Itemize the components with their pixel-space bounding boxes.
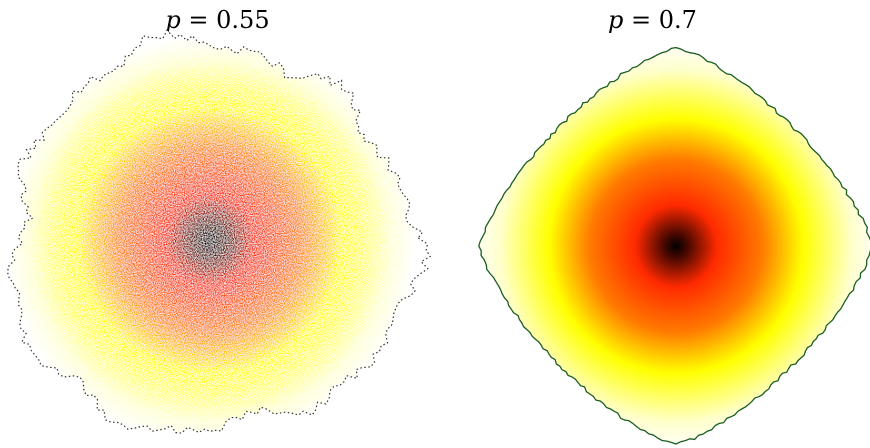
title-equals: =: [623, 6, 659, 34]
cluster-body: [7, 30, 431, 434]
panel-title: p = 0.7: [435, 6, 870, 34]
panel-p-07: p = 0.7: [435, 0, 870, 448]
percolation-cluster-diamond: [478, 46, 870, 445]
panel-title: p = 0.55: [0, 6, 435, 34]
panel-p-055: p = 0.55: [0, 6, 435, 434]
title-equals: =: [180, 6, 217, 34]
title-value: 0.7: [658, 6, 697, 34]
cluster-body: [478, 47, 870, 444]
title-value: 0.55: [216, 6, 270, 34]
percolation-cluster-round: [6, 29, 432, 434]
title-variable: p: [608, 6, 624, 34]
cluster-boundary: [478, 46, 870, 445]
title-variable: p: [165, 6, 181, 34]
cluster-boundary: [6, 29, 432, 434]
